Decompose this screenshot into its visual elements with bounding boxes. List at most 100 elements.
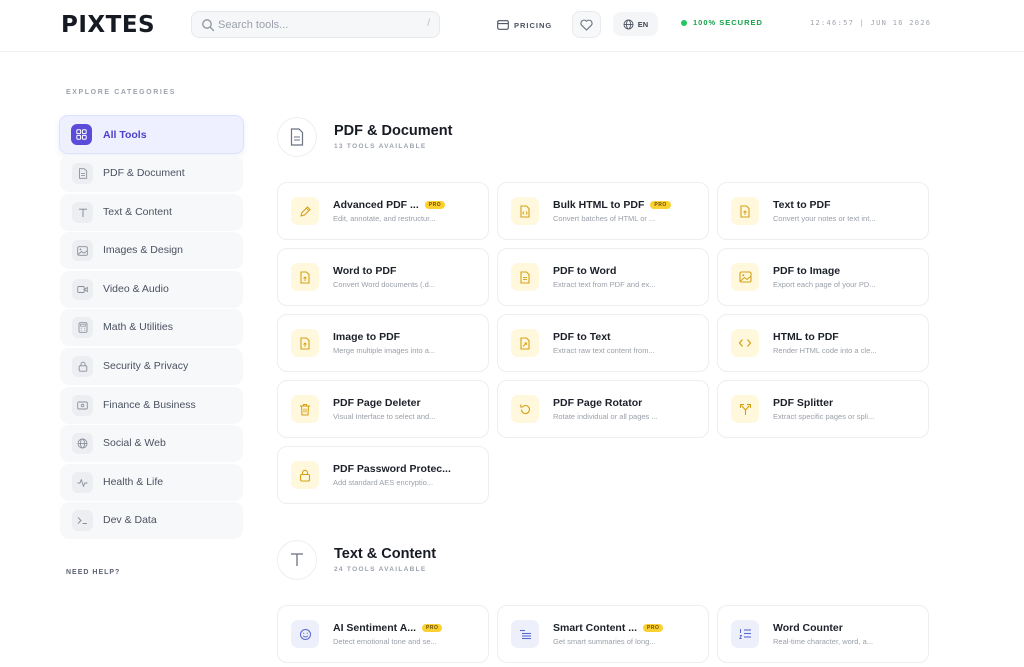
sidebar-item-text-content[interactable]: Text & Content (60, 194, 243, 231)
tool-title: PDF Splitter (773, 397, 834, 409)
smile-icon (291, 620, 319, 648)
tool-card-pdf-page-rotator[interactable]: PDF Page Rotator Rotate individual or al… (497, 380, 709, 438)
tool-title: Text to PDF (773, 199, 831, 211)
tool-title: Word Counter (773, 622, 843, 634)
tool-description: Visual Interface to select and... (333, 412, 436, 421)
sidebar-item-label: Security & Privacy (103, 360, 189, 372)
sidebar-item-label: Health & Life (103, 476, 164, 488)
wallet-icon (72, 395, 93, 416)
code-icon (731, 329, 759, 357)
sidebar-item-math-utilities[interactable]: Math & Utilities (60, 309, 243, 346)
language-label: EN (637, 19, 649, 29)
grid-icon (71, 124, 92, 145)
tool-card-word-counter[interactable]: Word Counter Real-time character, word, … (717, 605, 929, 663)
sidebar-item-label: Text & Content (103, 206, 172, 218)
logo[interactable]: PIXTES (61, 12, 156, 38)
sidebar-item-finance-business[interactable]: Finance & Business (60, 387, 243, 424)
split-icon (731, 395, 759, 423)
pricing-label: PRICING (514, 20, 553, 30)
tool-card-html-to-pdf[interactable]: HTML to PDF Render HTML code into a cle.… (717, 314, 929, 372)
tool-description: Real-time character, word, a... (773, 637, 874, 646)
sidebar-item-images-design[interactable]: Images & Design (60, 232, 243, 269)
sidebar-item-label: Finance & Business (103, 399, 196, 411)
globe-icon (623, 19, 634, 29)
search-input[interactable] (218, 16, 408, 34)
tool-description: Rotate individual or all pages ... (553, 412, 658, 421)
tool-title: Smart Content ... (553, 622, 638, 634)
tool-card-pdf-splitter[interactable]: PDF Splitter Extract specific pages or s… (717, 380, 929, 438)
tool-card-smart-content[interactable]: Smart Content ... PRO Get smart summaries… (497, 605, 709, 663)
tool-card-pdf-to-word[interactable]: PDF to Word Extract text from PDF and ex… (497, 248, 709, 306)
tool-card-ai-sentiment[interactable]: AI Sentiment A... PRO Detect emotional to… (277, 605, 489, 663)
tool-description: Convert batches of HTML or ... (553, 214, 656, 223)
tool-title: Bulk HTML to PDF (553, 199, 645, 211)
tool-card-pdf-page-deleter[interactable]: PDF Page Deleter Visual Interface to sel… (277, 380, 489, 438)
sidebar-item-video-audio[interactable]: Video & Audio (60, 271, 243, 308)
tool-title: PDF Page Deleter (333, 397, 421, 409)
tool-description: Merge multiple images into a... (333, 346, 436, 355)
sidebar-heading: EXPLORE CATEGORIES (66, 89, 176, 96)
file-text-icon (511, 263, 539, 291)
tool-card-pdf-to-image[interactable]: PDF to Image Export each page of your PD… (717, 248, 929, 306)
sidebar-item-label: All Tools (103, 129, 147, 141)
tool-card-image-to-pdf[interactable]: Image to PDF Merge multiple images into … (277, 314, 489, 372)
tool-title: PDF to Word (553, 265, 617, 277)
tool-card-pdf-password-protect[interactable]: PDF Password Protec... Add standard AES … (277, 446, 489, 504)
sidebar-item-label: Dev & Data (103, 514, 157, 526)
tool-card-pdf-to-text[interactable]: PDF to Text Extract raw text content fro… (497, 314, 709, 372)
section-text-icon (277, 540, 317, 580)
tool-title: Advanced PDF ... (333, 199, 419, 211)
tool-title: PDF to Image (773, 265, 841, 277)
upload-file-icon (731, 197, 759, 225)
pro-badge: PRO (650, 201, 671, 209)
text-icon (72, 202, 93, 223)
need-help-link[interactable]: NEED HELP? (66, 569, 121, 576)
lock-icon (291, 461, 319, 489)
tool-description: Extract specific pages or spli... (773, 412, 875, 421)
heart-icon (580, 19, 593, 31)
tool-description: Render HTML code into a cle... (773, 346, 877, 355)
sidebar-item-label: Video & Audio (103, 283, 169, 295)
tool-card-advanced-pdf[interactable]: Advanced PDF ... PRO Edit, annotate, and … (277, 182, 489, 240)
pro-badge: PRO (422, 624, 443, 632)
pricing-link[interactable]: PRICING (497, 17, 552, 33)
terminal-icon (72, 510, 93, 531)
clock-readout: 12:46:57 | JUN 16 2026 (810, 19, 932, 27)
pen-icon (291, 197, 319, 225)
tool-title: PDF Page Rotator (553, 397, 643, 409)
search-box[interactable]: / (191, 11, 440, 38)
sidebar-item-health-life[interactable]: Health & Life (60, 464, 243, 501)
tool-card-word-to-pdf[interactable]: Word to PDF Convert Word documents (.d..… (277, 248, 489, 306)
list-icon (511, 620, 539, 648)
card-icon (497, 20, 509, 30)
top-header: PIXTES / PRICING EN 100% SECURED 12:46:5… (0, 0, 1024, 52)
sidebar-item-security-privacy[interactable]: Security & Privacy (60, 348, 243, 385)
sidebar-item-dev-data[interactable]: Dev & Data (60, 502, 243, 539)
tool-description: Edit, annotate, and restructur... (333, 214, 436, 223)
tool-description: Detect emotional tone and se... (333, 637, 437, 646)
favorites-button[interactable] (572, 11, 601, 38)
sidebar-item-label: Math & Utilities (103, 321, 174, 333)
tool-title: HTML to PDF (773, 331, 839, 343)
tool-title: Word to PDF (333, 265, 397, 277)
sidebar-item-social-web[interactable]: Social & Web (60, 425, 243, 462)
trash-icon (291, 395, 319, 423)
tool-title: Image to PDF (333, 331, 401, 343)
tool-description: Extract text from PDF and ex... (553, 280, 656, 289)
tool-title: AI Sentiment A... (333, 622, 417, 634)
tool-card-bulk-html-to-pdf[interactable]: Bulk HTML to PDF PRO Convert batches of H… (497, 182, 709, 240)
image-icon (72, 240, 93, 261)
tool-title: PDF to Text (553, 331, 611, 343)
globe-icon (72, 433, 93, 454)
language-selector[interactable]: EN (613, 12, 658, 36)
sidebar-item-pdf-document[interactable]: PDF & Document (60, 155, 243, 192)
sidebar-item-all-tools[interactable]: All Tools (59, 115, 244, 154)
section-subtitle: 13 TOOLS AVAILABLE (334, 143, 427, 150)
tool-card-text-to-pdf[interactable]: Text to PDF Convert your notes or text i… (717, 182, 929, 240)
status-dot-icon (681, 19, 687, 26)
code-file-icon (511, 197, 539, 225)
tool-description: Convert Word documents (.d... (333, 280, 435, 289)
list-ordered-icon (731, 620, 759, 648)
search-icon (202, 19, 215, 32)
tool-description: Extract raw text content from... (553, 346, 655, 355)
